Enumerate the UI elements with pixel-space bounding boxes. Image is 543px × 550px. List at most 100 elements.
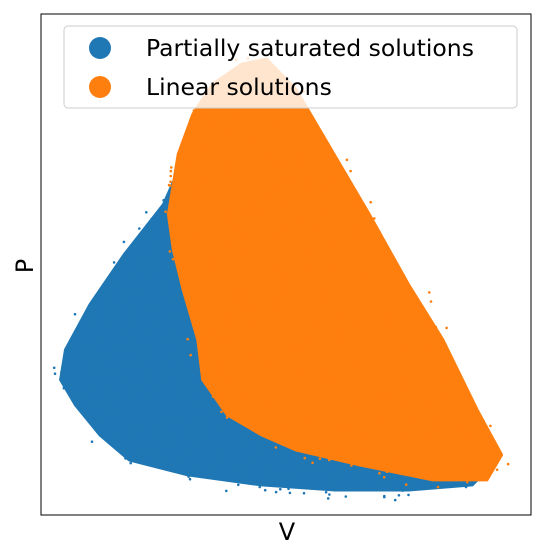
data-point	[158, 367, 162, 371]
data-point	[177, 429, 180, 433]
data-point	[211, 345, 214, 348]
data-point	[178, 403, 181, 407]
data-point	[466, 480, 469, 484]
data-point	[133, 417, 137, 420]
data-point	[225, 476, 229, 479]
data-point	[434, 460, 437, 464]
data-point	[320, 202, 324, 205]
data-point	[296, 260, 300, 263]
data-point	[392, 480, 396, 484]
data-point	[348, 305, 352, 308]
data-point	[272, 263, 276, 267]
data-point	[389, 316, 393, 320]
data-point	[132, 382, 135, 386]
data-point	[366, 389, 369, 393]
data-point	[287, 338, 290, 341]
data-point	[299, 232, 303, 235]
data-point	[349, 169, 352, 173]
data-point	[279, 180, 282, 184]
data-point	[278, 455, 281, 458]
data-point	[340, 252, 344, 255]
data-point	[245, 336, 249, 340]
data-point	[165, 352, 168, 356]
data-point	[299, 182, 302, 186]
data-point	[225, 253, 229, 257]
data-point	[127, 331, 131, 335]
data-point	[392, 405, 396, 409]
data-point	[267, 153, 271, 157]
data-point	[240, 304, 244, 308]
data-point	[168, 184, 172, 187]
data-point	[122, 355, 125, 359]
data-point	[212, 141, 216, 145]
data-point	[327, 207, 331, 210]
data-point	[250, 191, 253, 195]
x-axis-label: V	[279, 518, 296, 546]
data-point	[167, 375, 171, 378]
data-point	[350, 401, 354, 405]
data-point	[343, 375, 347, 379]
data-point	[303, 456, 307, 460]
data-point	[145, 281, 148, 284]
data-point	[106, 343, 109, 346]
data-point	[245, 204, 249, 208]
data-point	[187, 130, 190, 133]
data-point	[229, 419, 233, 422]
data-point	[369, 246, 373, 249]
data-point	[298, 363, 302, 367]
data-point	[279, 185, 283, 189]
data-point	[354, 268, 357, 272]
data-point	[456, 474, 460, 478]
data-point	[154, 282, 158, 285]
data-point	[121, 410, 125, 414]
data-point	[202, 216, 205, 220]
data-point	[367, 460, 371, 464]
data-point	[233, 218, 236, 222]
data-point	[282, 446, 286, 449]
data-point	[233, 272, 237, 276]
data-point	[118, 415, 121, 418]
data-point	[326, 157, 330, 161]
data-point	[158, 403, 162, 407]
data-point	[215, 432, 218, 435]
data-point	[364, 432, 367, 436]
data-point	[191, 349, 195, 352]
data-point	[402, 389, 406, 392]
data-point	[282, 277, 286, 281]
data-point	[103, 338, 106, 342]
data-point	[201, 226, 204, 230]
data-point	[365, 314, 369, 317]
data-point	[199, 344, 202, 348]
data-point	[200, 456, 204, 459]
data-point	[327, 247, 331, 251]
data-point	[400, 393, 404, 396]
data-point	[185, 238, 189, 242]
data-point	[228, 263, 231, 266]
data-point	[451, 438, 454, 441]
data-point	[220, 341, 223, 345]
data-point	[324, 260, 328, 263]
data-point	[355, 318, 358, 322]
data-point	[217, 419, 221, 423]
data-point	[115, 326, 119, 330]
data-point	[310, 164, 314, 168]
scatter-points	[52, 57, 510, 502]
data-point	[360, 230, 364, 233]
data-point	[169, 180, 172, 184]
data-point	[457, 449, 460, 453]
data-point	[195, 451, 198, 454]
data-point	[196, 277, 199, 281]
data-point	[336, 242, 340, 245]
data-point	[341, 438, 345, 441]
data-point	[214, 213, 217, 217]
data-point	[315, 317, 318, 320]
data-point	[372, 318, 375, 322]
data-point	[175, 404, 179, 407]
data-point	[224, 286, 228, 289]
data-point	[240, 192, 244, 196]
data-point	[418, 375, 422, 378]
data-point	[86, 334, 90, 338]
data-point	[325, 386, 328, 390]
data-point	[211, 395, 215, 398]
data-point	[204, 242, 207, 246]
